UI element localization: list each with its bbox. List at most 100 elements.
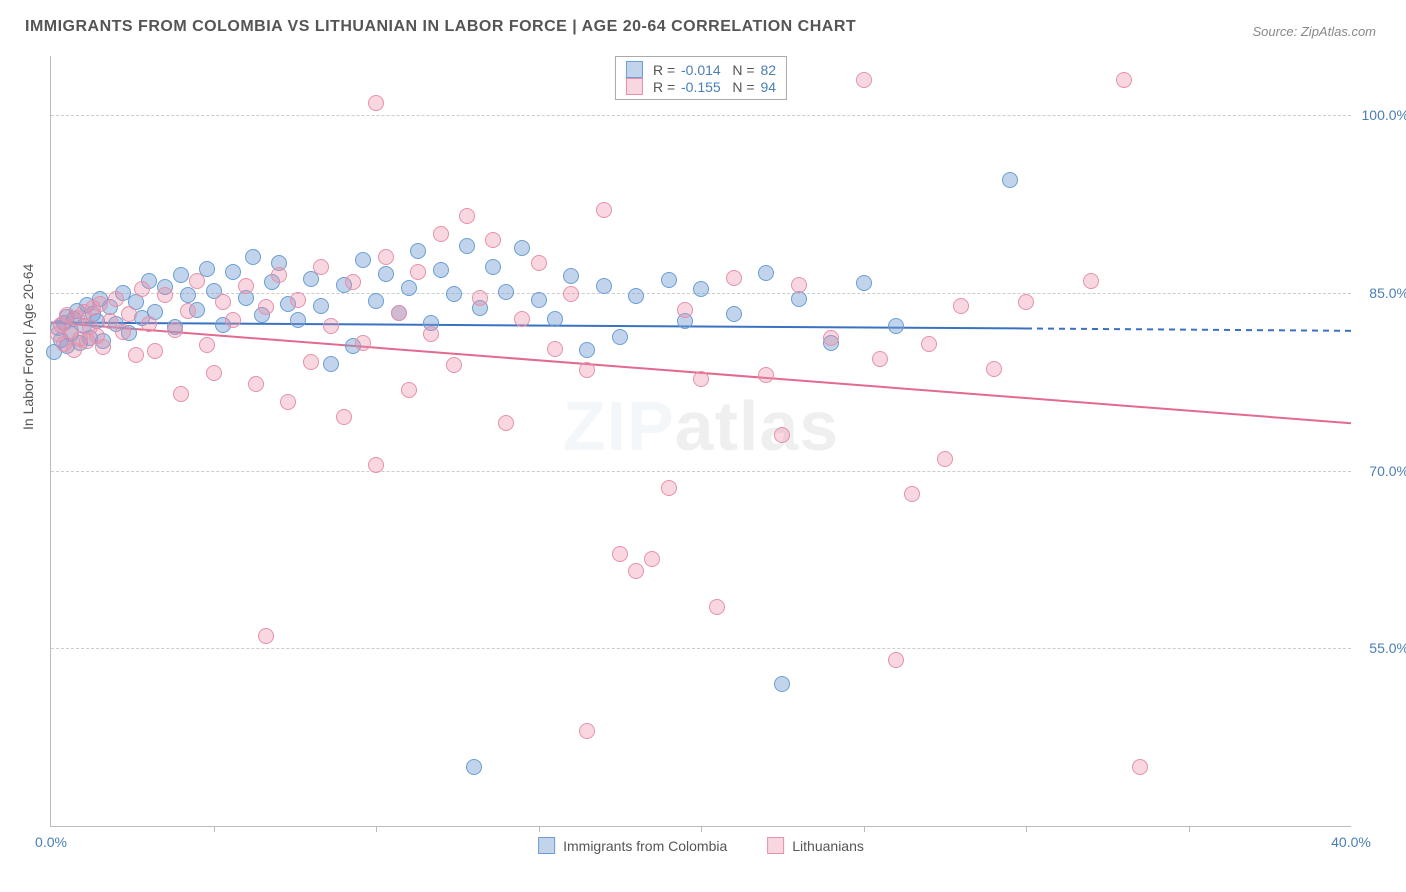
data-point — [147, 343, 163, 359]
y-tick-label: 70.0% — [1369, 463, 1406, 479]
data-point — [313, 259, 329, 275]
data-point — [1132, 759, 1148, 775]
data-point — [1083, 273, 1099, 289]
x-tick-mark — [1189, 826, 1190, 832]
data-point — [547, 341, 563, 357]
data-point — [303, 354, 319, 370]
data-point — [108, 291, 124, 307]
data-point — [368, 293, 384, 309]
data-point — [173, 386, 189, 402]
data-point — [693, 281, 709, 297]
data-point — [726, 270, 742, 286]
data-point — [423, 326, 439, 342]
data-point — [313, 298, 329, 314]
data-point — [355, 252, 371, 268]
data-point — [167, 322, 183, 338]
data-point — [141, 316, 157, 332]
data-point — [612, 329, 628, 345]
data-point — [258, 628, 274, 644]
data-point — [323, 356, 339, 372]
data-point — [514, 311, 530, 327]
data-point — [206, 365, 222, 381]
series-legend: Immigrants from Colombia Lithuanians — [538, 837, 864, 854]
data-point — [323, 318, 339, 334]
data-point — [401, 280, 417, 296]
data-point — [726, 306, 742, 322]
data-point — [128, 347, 144, 363]
data-point — [459, 208, 475, 224]
data-point — [823, 330, 839, 346]
data-point — [336, 409, 352, 425]
data-point — [459, 238, 475, 254]
data-point — [134, 281, 150, 297]
data-point — [271, 267, 287, 283]
data-point — [774, 676, 790, 692]
data-point — [199, 337, 215, 353]
y-tick-label: 55.0% — [1369, 640, 1406, 656]
data-point — [758, 367, 774, 383]
data-point — [693, 371, 709, 387]
data-point — [888, 652, 904, 668]
data-point — [596, 278, 612, 294]
data-point — [628, 563, 644, 579]
data-point — [290, 292, 306, 308]
y-tick-label: 100.0% — [1362, 107, 1406, 123]
data-point — [258, 299, 274, 315]
chart-source: Source: ZipAtlas.com — [1252, 24, 1376, 39]
x-tick-mark — [701, 826, 702, 832]
data-point — [661, 272, 677, 288]
data-point — [531, 255, 547, 271]
data-point — [433, 226, 449, 242]
data-point — [157, 287, 173, 303]
data-point — [904, 486, 920, 502]
data-point — [238, 278, 254, 294]
data-point — [563, 268, 579, 284]
x-tick-mark — [539, 826, 540, 832]
data-point — [345, 274, 361, 290]
data-point — [628, 288, 644, 304]
data-point — [937, 451, 953, 467]
x-tick-mark — [864, 826, 865, 832]
data-point — [677, 302, 693, 318]
x-tick-label: 40.0% — [1331, 834, 1371, 850]
series-legend-item: Immigrants from Colombia — [538, 837, 727, 854]
data-point — [579, 342, 595, 358]
data-point — [888, 318, 904, 334]
data-point — [215, 294, 231, 310]
data-point — [180, 287, 196, 303]
data-point — [378, 266, 394, 282]
data-point — [391, 305, 407, 321]
data-point — [856, 72, 872, 88]
data-point — [661, 480, 677, 496]
series-legend-item: Lithuanians — [767, 837, 864, 854]
gridline — [51, 471, 1351, 472]
data-point — [498, 284, 514, 300]
data-point — [121, 306, 137, 322]
data-point — [410, 243, 426, 259]
data-point — [563, 286, 579, 302]
x-tick-mark — [376, 826, 377, 832]
data-point — [466, 759, 482, 775]
data-point — [173, 267, 189, 283]
data-point — [115, 324, 131, 340]
data-point — [856, 275, 872, 291]
data-point — [547, 311, 563, 327]
x-tick-mark — [1026, 826, 1027, 832]
data-point — [791, 277, 807, 293]
stats-legend-row: R = -0.014 N = 82 — [626, 61, 776, 78]
data-point — [92, 296, 108, 312]
data-point — [579, 723, 595, 739]
x-tick-label: 0.0% — [35, 834, 67, 850]
chart-title: IMMIGRANTS FROM COLOMBIA VS LITHUANIAN I… — [25, 18, 856, 36]
data-point — [368, 95, 384, 111]
data-point — [774, 427, 790, 443]
data-point — [758, 265, 774, 281]
data-point — [368, 457, 384, 473]
data-point — [472, 290, 488, 306]
data-point — [95, 339, 111, 355]
data-point — [709, 599, 725, 615]
data-point — [485, 232, 501, 248]
data-point — [280, 394, 296, 410]
gridline — [51, 648, 1351, 649]
data-point — [355, 335, 371, 351]
